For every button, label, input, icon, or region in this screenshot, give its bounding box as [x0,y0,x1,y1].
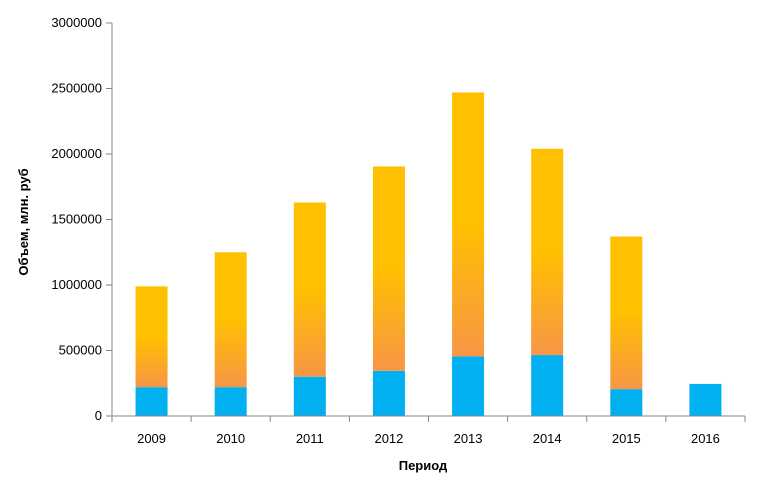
bar-2014-series-2 [531,148,564,356]
bar-2011-series-2 [293,202,326,377]
x-axis-ticks: 2009 2010 2011 2012 2013 2014 2015 2016 [111,416,746,446]
bar-2010-series-2 [214,252,247,388]
bar-2012-series-1 [372,370,405,416]
bar-2016-series-1 [689,383,722,416]
bar-2015-series-2 [610,236,643,390]
bar-2009-series-2 [135,286,168,388]
bar-2013-series-2 [452,92,485,357]
y-tick-label: 500000 [59,343,102,358]
x-axis-title: Период [399,458,448,473]
y-axis-ticks: 0 500000 1000000 1500000 2000000 2500000 30000… [51,15,112,423]
y-tick-label: 2000000 [51,146,102,161]
x-tick-label: 2009 [137,431,166,446]
y-tick-label: 0 [95,408,102,423]
bar-2011-series-1 [293,376,326,416]
x-tick-label: 2014 [533,431,562,446]
x-tick-label: 2016 [691,431,720,446]
y-tick-label: 1500000 [51,212,102,227]
x-tick-label: 2015 [612,431,641,446]
y-axis-title: Объем, млн. руб [16,168,31,275]
bar-2014-series-1 [531,355,564,416]
x-tick-label: 2012 [374,431,403,446]
bar-2009-series-1 [135,387,168,416]
bar-2013-series-1 [452,356,485,416]
axes [106,23,745,417]
x-tick-label: 2013 [454,431,483,446]
x-tick-label: 2011 [296,431,324,446]
bar-2010-series-1 [214,387,247,416]
bar-2012-series-2 [372,166,405,371]
bars [135,92,722,416]
y-tick-label: 1000000 [51,277,102,292]
bar-2015-series-1 [610,389,643,416]
y-tick-label: 3000000 [51,15,102,30]
x-tick-label: 2010 [216,431,245,446]
y-tick-label: 2500000 [51,81,102,96]
